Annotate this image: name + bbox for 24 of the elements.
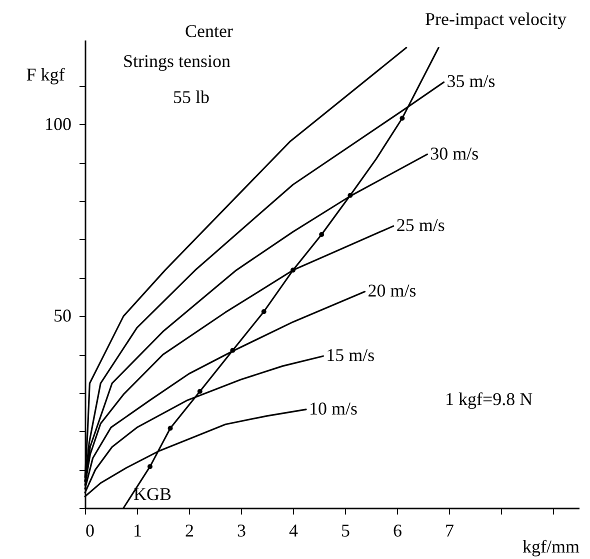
annotation: 55 lb [173,87,210,107]
series-label: 10 m/s [309,398,358,418]
x-tick-label: 3 [237,520,246,540]
y-tick-label: 100 [44,114,72,134]
x-tick-label: 6 [393,520,402,540]
x-tick-label: 7 [445,520,454,540]
annotation: Strings tension [123,51,231,71]
x-tick-label: 1 [133,520,142,540]
x-tick-label: 5 [341,520,350,540]
series-label: 30 m/s [430,143,479,164]
x-tick-label: 2 [185,520,194,540]
series-label: 15 m/s [326,345,375,366]
series-label: 25 m/s [396,215,445,236]
x-axis-title: kgf/mm [522,536,580,556]
x-tick-label: 0 [86,520,94,540]
annotation: Center [185,21,233,41]
series-label: 20 m/s [368,280,416,301]
text: Pre-impact velocity [425,9,566,29]
y-axis-title: F kgf [26,64,65,84]
y-tick-label: 50 [54,306,72,326]
series-label: KGB [133,484,172,504]
series-label: 35 m/s [446,71,496,92]
x-tick-label: 4 [289,520,298,540]
annotation: 1 kgf=9.8 N [445,389,533,409]
